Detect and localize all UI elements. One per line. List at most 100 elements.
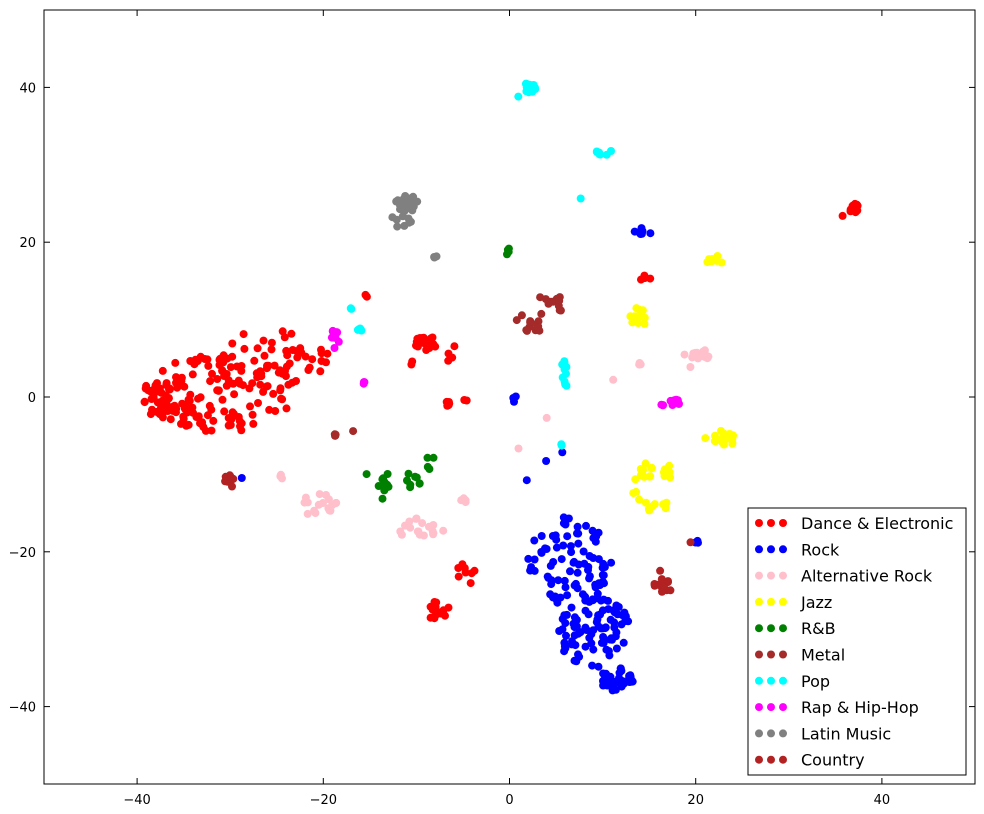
data-point — [277, 394, 286, 403]
data-point — [591, 583, 600, 592]
series-2 — [276, 346, 713, 540]
data-point — [186, 357, 195, 365]
legend-marker — [767, 703, 775, 712]
data-point — [546, 561, 555, 570]
data-point — [729, 431, 738, 440]
data-point — [186, 390, 195, 399]
data-point — [285, 359, 294, 368]
data-point — [529, 83, 538, 92]
data-point — [411, 472, 420, 481]
data-point — [645, 506, 654, 515]
data-point — [270, 361, 279, 370]
data-point — [585, 597, 594, 606]
data-point — [619, 638, 628, 647]
legend-marker — [779, 650, 787, 659]
data-point — [625, 675, 633, 683]
data-point — [634, 319, 643, 328]
data-point — [239, 330, 248, 339]
data-point — [641, 498, 650, 507]
data-point — [346, 304, 355, 313]
data-point — [219, 351, 228, 360]
data-point — [563, 532, 572, 541]
data-point — [552, 543, 561, 552]
data-point — [228, 408, 237, 417]
data-point — [517, 311, 526, 320]
data-point — [407, 205, 416, 214]
data-point — [846, 205, 855, 214]
data-point — [838, 211, 847, 220]
data-point — [429, 453, 438, 462]
data-point — [406, 217, 415, 226]
data-point — [404, 469, 413, 478]
data-point — [213, 375, 222, 383]
legend-marker — [779, 703, 787, 712]
data-point — [234, 376, 243, 385]
legend-marker — [767, 624, 775, 633]
data-point — [561, 380, 570, 389]
legend-marker — [767, 729, 775, 738]
data-point — [582, 521, 590, 530]
data-point — [147, 395, 156, 403]
data-point — [428, 333, 437, 342]
data-point — [524, 554, 533, 563]
legend-label: Dance & Electronic — [801, 514, 953, 533]
data-point — [171, 358, 180, 367]
data-point — [414, 527, 423, 536]
data-point — [228, 482, 236, 491]
data-point — [284, 380, 293, 389]
data-point — [246, 402, 254, 411]
data-point — [640, 274, 649, 283]
data-point — [605, 651, 614, 660]
data-point — [263, 382, 272, 391]
y-tick-label: 40 — [19, 81, 36, 96]
data-point — [278, 327, 287, 336]
data-point — [323, 349, 332, 358]
series-6 — [346, 79, 615, 450]
legend-marker — [767, 571, 775, 580]
data-point — [640, 313, 649, 322]
data-point — [194, 394, 202, 403]
data-point — [197, 420, 206, 429]
data-point — [182, 421, 191, 430]
data-point — [661, 504, 670, 513]
data-point — [665, 461, 674, 470]
legend-label: Metal — [801, 646, 845, 665]
data-point — [439, 526, 448, 535]
data-point — [555, 627, 564, 635]
x-tick-label: 0 — [505, 793, 513, 808]
data-point — [672, 396, 681, 405]
data-point — [169, 404, 178, 413]
data-point — [584, 563, 593, 571]
data-point — [851, 199, 859, 208]
data-point — [396, 527, 405, 536]
data-point — [554, 576, 563, 585]
legend-label: R&B — [801, 619, 836, 638]
data-point — [559, 513, 568, 522]
data-point — [541, 295, 550, 304]
data-point — [423, 453, 432, 462]
data-point — [559, 541, 568, 550]
data-point — [512, 316, 521, 325]
legend-marker — [767, 597, 775, 606]
data-point — [267, 338, 276, 347]
data-point — [573, 522, 582, 531]
legend-marker — [779, 597, 787, 606]
data-point — [573, 568, 582, 577]
data-point — [576, 194, 585, 203]
data-point — [235, 417, 244, 426]
data-point — [853, 206, 862, 215]
legend-marker — [779, 624, 787, 633]
legend-marker — [767, 650, 775, 659]
data-point — [588, 661, 597, 670]
scatter-points — [140, 79, 862, 695]
data-point — [598, 577, 607, 586]
series-9 — [221, 471, 695, 596]
data-point — [635, 360, 644, 369]
data-point — [407, 360, 416, 369]
legend-marker — [779, 519, 787, 527]
data-point — [362, 470, 371, 479]
data-point — [537, 309, 546, 318]
data-point — [237, 474, 246, 482]
data-point — [599, 669, 608, 678]
data-point — [412, 514, 421, 523]
